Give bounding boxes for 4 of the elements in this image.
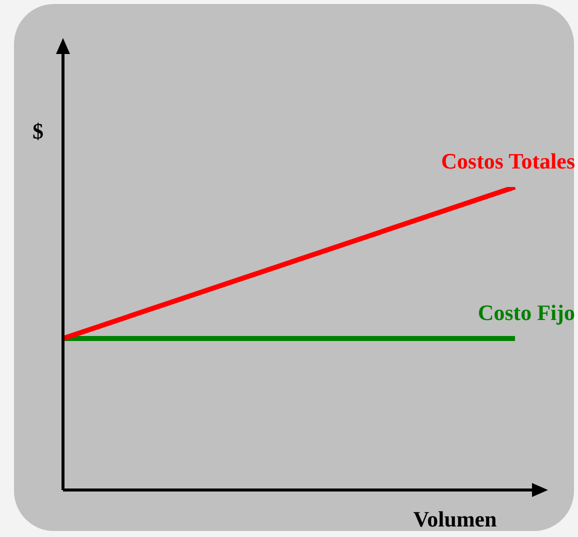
series-label: Costos Totales xyxy=(441,148,576,174)
x-axis-title: Volumen xyxy=(413,506,497,532)
y-axis-title: $ xyxy=(32,118,44,144)
series-label: Costo Fijo xyxy=(478,300,575,326)
